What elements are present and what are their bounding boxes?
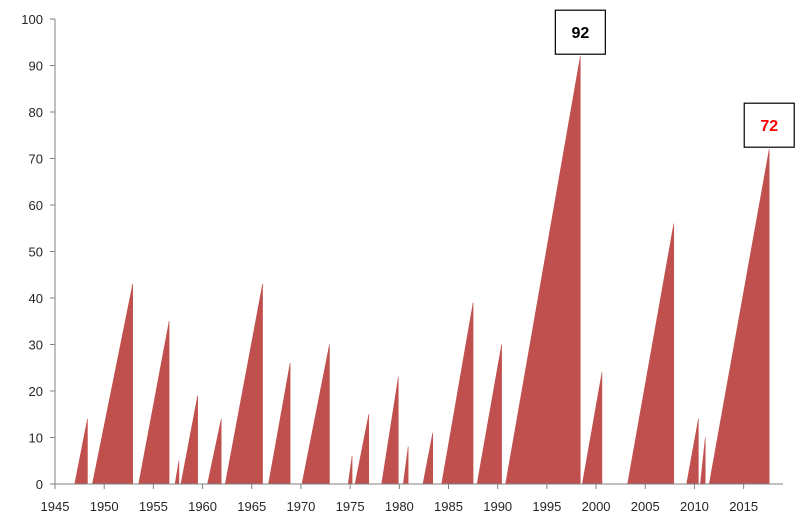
streak-area (174, 460, 180, 485)
streak-area (180, 395, 198, 485)
streak-area (582, 372, 603, 485)
x-tick-label: 1965 (237, 499, 266, 514)
streak-area (381, 377, 399, 485)
x-tick-label: 2005 (631, 499, 660, 514)
callout-label: 92 (571, 25, 589, 42)
x-tick-label: 1960 (188, 499, 217, 514)
callout-box (743, 102, 795, 148)
y-tick-label: 80 (29, 105, 43, 120)
streak-area (354, 414, 370, 485)
y-tick-label: 40 (29, 291, 43, 306)
x-axis: 1945 1950 1955 1960 1965 1970 1975 1980 1985 1990… (41, 484, 758, 514)
streak-area (700, 437, 706, 485)
y-tick-label: 90 (29, 59, 43, 74)
y-tick-label: 20 (29, 384, 43, 399)
streak-area (207, 418, 222, 485)
streak-area (627, 223, 675, 485)
streak-area (686, 418, 699, 485)
streak-area (301, 344, 330, 485)
callout-label: 72 (760, 118, 778, 135)
y-tick-label: 10 (29, 431, 43, 446)
streak-area (92, 284, 133, 485)
y-axis: 0 10 20 30 40 50 60 70 80 90 100 (21, 12, 55, 492)
x-tick-label: 1955 (139, 499, 168, 514)
y-tick-label: 70 (29, 152, 43, 167)
y-tick-label: 100 (21, 12, 43, 27)
x-tick-label: 1975 (336, 499, 365, 514)
y-tick-label: 30 (29, 338, 43, 353)
x-tick-label: 1990 (483, 499, 512, 514)
streak-area (476, 344, 502, 485)
callout-box (554, 9, 606, 55)
x-tick-label: 2015 (729, 499, 758, 514)
streak-area (224, 284, 263, 485)
x-tick-label: 1950 (90, 499, 119, 514)
streak-area (268, 363, 291, 485)
streak-area (708, 149, 770, 485)
x-tick-label: 1945 (41, 499, 70, 514)
streak-area (74, 418, 88, 485)
streak-area (402, 446, 409, 485)
x-tick-label: 2010 (680, 499, 709, 514)
streak-area (138, 321, 170, 485)
annotations: 92 72 (554, 9, 795, 148)
streak-area (441, 302, 474, 485)
x-tick-label: 1995 (532, 499, 561, 514)
x-tick-label: 2000 (582, 499, 611, 514)
x-tick-label: 1985 (434, 499, 463, 514)
streak-area (505, 56, 581, 485)
x-tick-label: 1970 (286, 499, 315, 514)
y-tick-label: 50 (29, 245, 43, 260)
streak-area (347, 456, 353, 485)
x-tick-label: 1980 (385, 499, 414, 514)
y-tick-label: 0 (36, 477, 43, 492)
data-series (74, 56, 770, 485)
streak-area (422, 432, 434, 485)
y-tick-label: 60 (29, 198, 43, 213)
